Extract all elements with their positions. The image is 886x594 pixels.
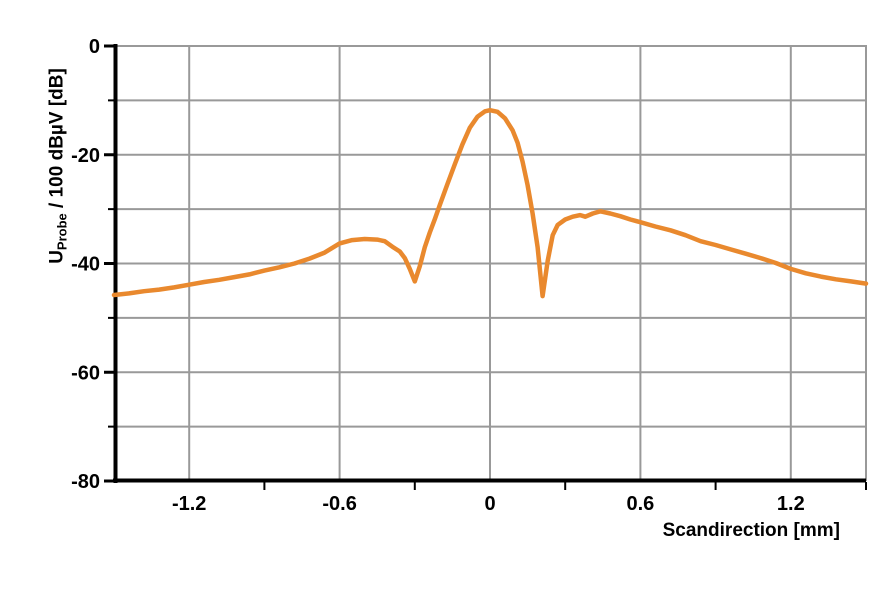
y-axis-title-units: / 100 dBµV [dB] xyxy=(46,68,68,214)
x-tick-label: 1.2 xyxy=(777,493,805,515)
signal-curve xyxy=(111,107,869,299)
y-tick-label: -60 xyxy=(71,362,100,384)
x-tick-label: 0 xyxy=(484,493,495,515)
y-axis-title: UProbe / 100 dBµV [dB] xyxy=(47,68,70,264)
y-tick-label: -80 xyxy=(71,471,100,493)
x-tick-label: -0.6 xyxy=(322,493,356,515)
y-tick-label: -20 xyxy=(71,145,100,167)
y-tick-label: -40 xyxy=(71,254,100,276)
y-tick-label: 0 xyxy=(89,36,100,58)
x-tick-label: -1.2 xyxy=(172,493,206,515)
y-axis-title-symbol: U xyxy=(46,250,68,264)
y-axis-title-subscript: Probe xyxy=(54,213,70,251)
x-axis-title: Scandirection [mm] xyxy=(662,520,840,541)
x-tick-label: 0.6 xyxy=(626,493,654,515)
